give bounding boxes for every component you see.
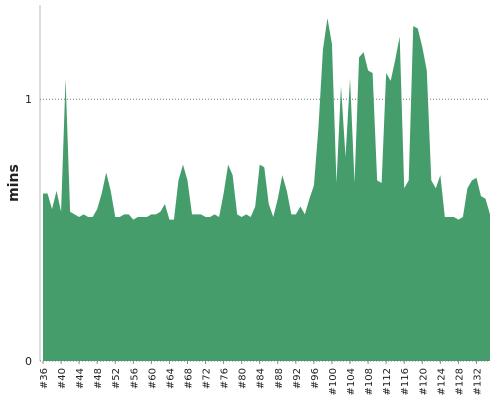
x-tick-label: #56: [129, 368, 140, 389]
x-tick-label: #88: [274, 368, 285, 389]
x-tick-label: #124: [436, 368, 447, 395]
x-tick-label: #92: [292, 368, 303, 389]
x-tick-label: #100: [328, 368, 339, 395]
x-tick-label: #68: [183, 368, 194, 389]
x-tick-label: #108: [364, 368, 375, 395]
x-tick-label: #60: [147, 368, 158, 389]
x-tick-label: #76: [220, 368, 231, 389]
x-tick-label: #52: [111, 368, 122, 389]
x-tick-label: #40: [57, 368, 68, 389]
x-tick-label: #64: [165, 368, 176, 389]
area: [43, 18, 490, 362]
x-tick-label: #128: [454, 368, 465, 395]
x-tick-label: #132: [472, 368, 483, 395]
x-tick-label: #84: [256, 368, 267, 389]
x-tick-label: #48: [93, 368, 104, 389]
x-tick-label: #80: [238, 368, 249, 389]
x-tick-label: #104: [346, 368, 357, 395]
y-axis-label: mins: [6, 164, 22, 202]
x-tick-label: #72: [202, 368, 213, 389]
x-tick-label: #44: [75, 368, 86, 389]
x-tick-label: #36: [39, 368, 50, 389]
x-tick-label: #96: [310, 368, 321, 389]
x-tick-label: #120: [418, 368, 429, 395]
y-tick-label: 1: [25, 93, 32, 106]
x-tick-label: #112: [382, 368, 393, 395]
x-tick-label: #116: [400, 368, 411, 395]
y-tick-label: 0: [25, 355, 32, 368]
